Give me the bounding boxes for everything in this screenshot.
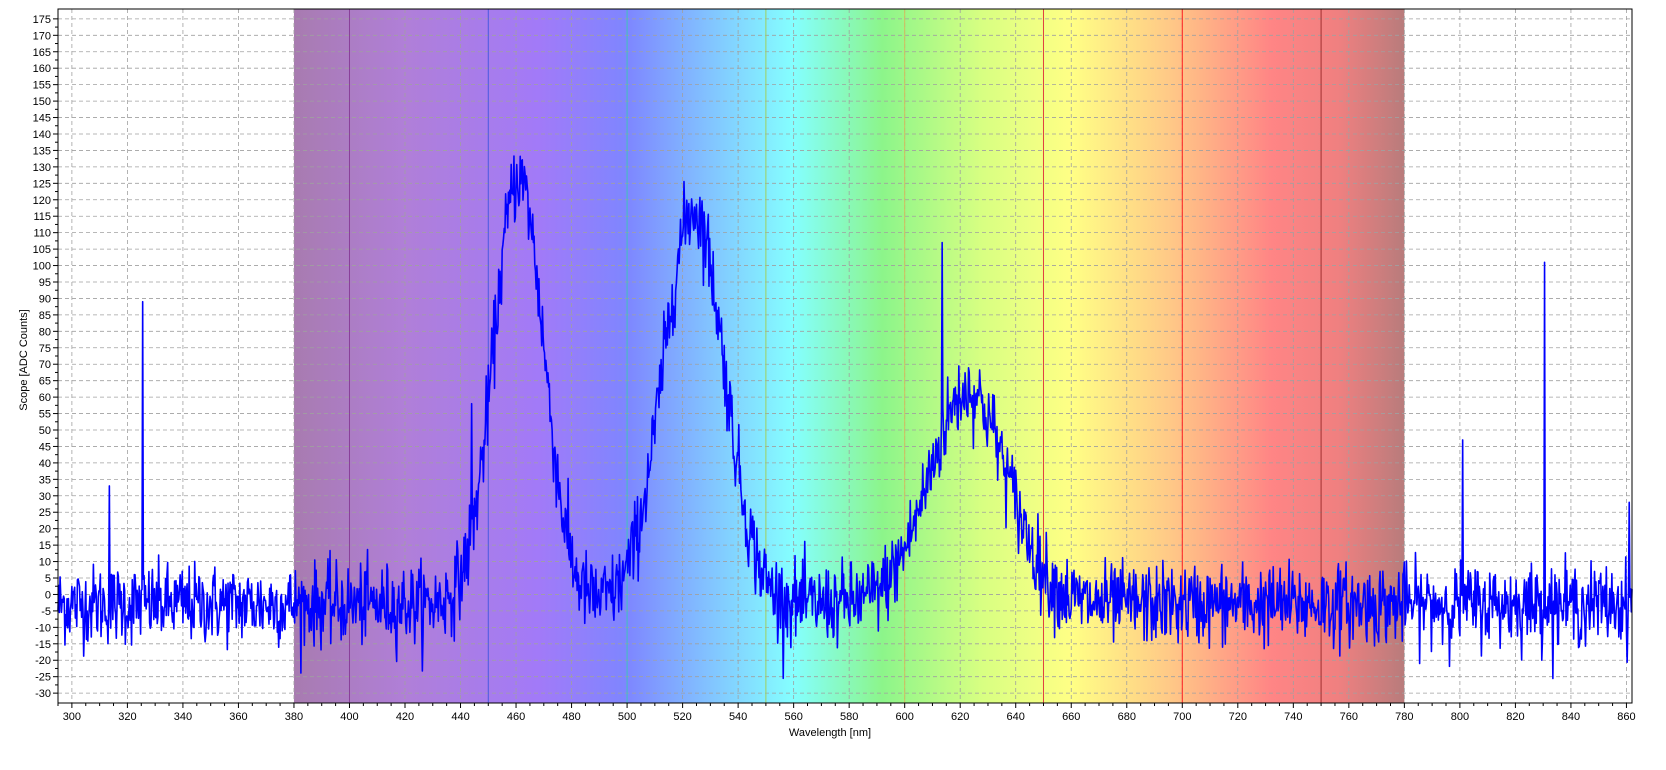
y-tick-label: 145 [33, 113, 51, 125]
y-tick-label: 65 [39, 376, 51, 388]
x-tick-label: 320 [118, 711, 136, 723]
y-tick-label: 150 [33, 96, 51, 108]
y-tick-label: 30 [39, 491, 51, 503]
y-tick-label: 115 [33, 211, 51, 223]
x-tick-label: 480 [562, 711, 580, 723]
y-tick-label: 125 [33, 178, 51, 190]
y-tick-label: -20 [35, 655, 51, 667]
y-tick-label: 120 [33, 195, 51, 207]
y-tick-label: 40 [39, 458, 51, 470]
y-tick-label: 45 [39, 441, 51, 453]
x-tick-label: 540 [729, 711, 747, 723]
series-layer [57, 155, 1633, 680]
y-tick-label: 70 [39, 359, 51, 371]
x-tick-label: 720 [1229, 711, 1247, 723]
y-tick-label: 20 [39, 524, 51, 536]
y-axis-label: Scope [ADC Counts] [18, 309, 30, 411]
y-tick-label: 175 [33, 14, 51, 26]
y-tick-label: 95 [39, 277, 51, 289]
x-tick-label: 620 [951, 711, 969, 723]
y-tick-label: 35 [39, 474, 51, 486]
x-tick-label: 680 [1118, 711, 1136, 723]
x-tick-label: 700 [1173, 711, 1191, 723]
x-tick-label: 600 [896, 711, 914, 723]
y-tick-label: 140 [33, 129, 51, 141]
y-tick-label: 50 [39, 425, 51, 437]
spectrum-series-line [57, 155, 1633, 680]
x-tick-label: 420 [396, 711, 414, 723]
y-tick-label: 0 [45, 589, 51, 601]
x-tick-label: 560 [784, 711, 802, 723]
y-tick-label: 60 [39, 392, 51, 404]
x-tick-label: 740 [1284, 711, 1302, 723]
y-tick-label: 170 [33, 30, 51, 42]
y-tick-label: 5 [45, 573, 51, 585]
x-tick-label: 380 [285, 711, 303, 723]
y-tick-label: 85 [39, 310, 51, 322]
y-tick-label: 15 [39, 540, 51, 552]
y-tick-label: 75 [39, 343, 51, 355]
x-tick-label: 820 [1506, 711, 1524, 723]
y-tick-label: -25 [35, 672, 51, 684]
x-tick-label: 840 [1562, 711, 1580, 723]
x-tick-label: 660 [1062, 711, 1080, 723]
x-tick-label: 780 [1395, 711, 1413, 723]
x-tick-label: 360 [229, 711, 247, 723]
y-tick-label: 165 [33, 47, 51, 59]
y-tick-label: 10 [39, 557, 51, 569]
y-tick-label: -5 [41, 606, 51, 618]
grid [58, 9, 1632, 703]
x-tick-label: 340 [174, 711, 192, 723]
x-tick-label: 440 [451, 711, 469, 723]
y-tick-label: 135 [33, 145, 51, 157]
y-tick-label: 90 [39, 293, 51, 305]
y-tick-label: -10 [35, 622, 51, 634]
x-tick-label: 400 [340, 711, 358, 723]
x-tick-label: 520 [673, 711, 691, 723]
y-tick-label: -15 [35, 639, 51, 651]
y-tick-label: 130 [33, 162, 51, 174]
y-tick-label: 105 [33, 244, 51, 256]
x-tick-label: 800 [1451, 711, 1469, 723]
y-tick-label: 80 [39, 326, 51, 338]
x-tick-label: 460 [507, 711, 525, 723]
axes: 300 320 340 360 380 400 420 440 460 480 500 520 540 5… [33, 8, 1636, 723]
y-tick-label: 25 [39, 507, 51, 519]
x-tick-label: 760 [1340, 711, 1358, 723]
y-tick-label: 160 [33, 63, 51, 75]
y-tick-label: 110 [33, 228, 51, 240]
y-tick-label: -30 [35, 688, 51, 700]
y-tick-label: 155 [33, 80, 51, 92]
x-tick-label: 580 [840, 711, 858, 723]
x-tick-label: 860 [1617, 711, 1635, 723]
y-tick-label: 100 [33, 261, 51, 273]
x-tick-label: 640 [1007, 711, 1025, 723]
x-axis-label: Wavelength [nm] [789, 727, 871, 739]
y-tick-label: 55 [39, 409, 51, 421]
x-tick-label: 500 [618, 711, 636, 723]
x-tick-label: 300 [63, 711, 81, 723]
